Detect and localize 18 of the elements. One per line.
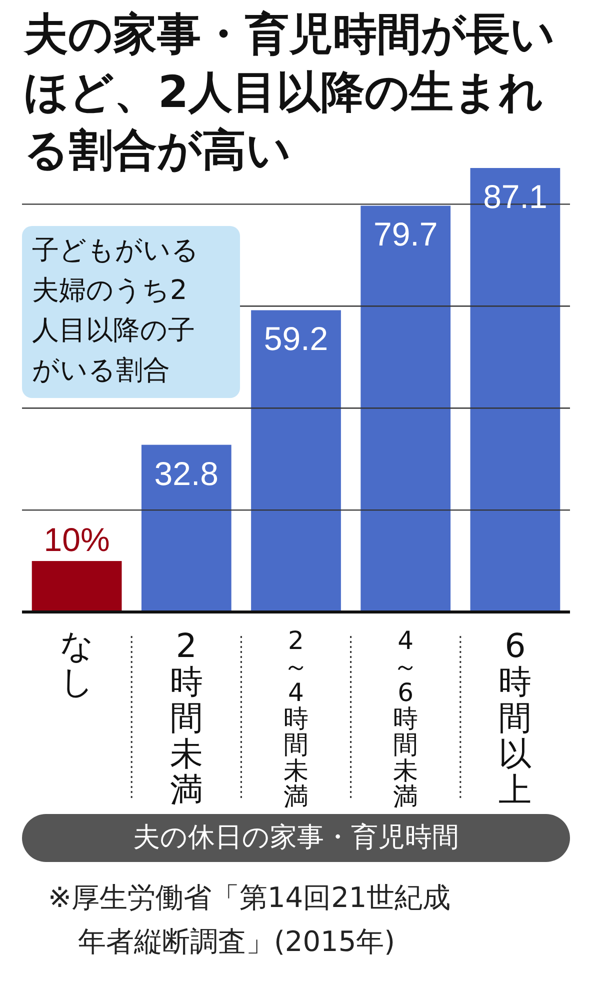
chart-title: 夫の家事・育児時間が長いほど、2人目以降の生まれる割合が高い — [24, 9, 555, 176]
bar — [470, 168, 560, 612]
bar — [360, 206, 451, 612]
data-label: 32.8 — [154, 454, 219, 492]
data-label: 10% — [44, 521, 110, 558]
x-tick-label: 2時間未満 — [168, 626, 204, 809]
text: ※厚生労働省「第14回21世紀成年者縦断調査」(2015年) — [48, 880, 452, 960]
annotation: 子どもがいる夫婦のうち2人目以降の子がいる割合 — [32, 234, 200, 388]
bar — [251, 310, 341, 612]
x-axis-title: 夫の休日の家事・育児時間 — [22, 814, 570, 862]
x-tick-label: 6時間以上 — [498, 626, 533, 809]
x-tick-label: 2～4時間未満 — [282, 626, 310, 811]
x-tick-label: なし — [58, 626, 95, 701]
x-tick-label: 4～6時間未満 — [392, 626, 420, 811]
data-label: 59.2 — [264, 320, 328, 358]
data-label: 79.7 — [373, 216, 438, 253]
bar — [141, 444, 232, 612]
bar — [32, 561, 122, 612]
